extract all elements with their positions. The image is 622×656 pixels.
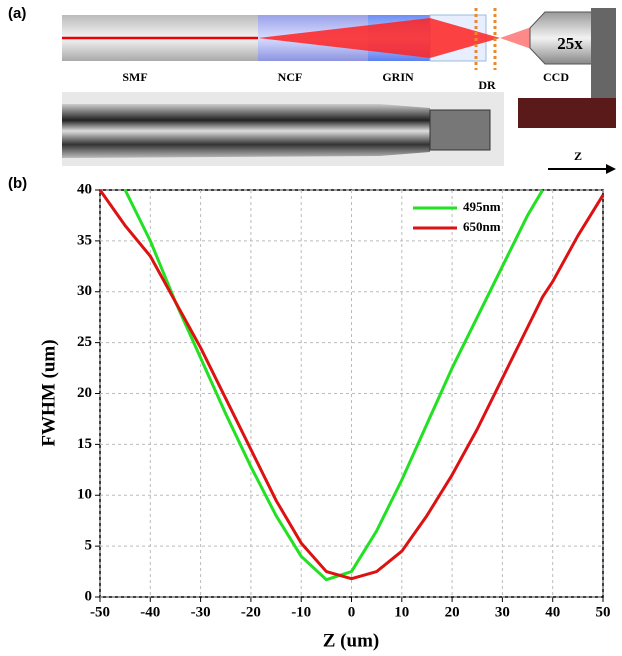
x-tick-label: -30 (191, 604, 211, 620)
x-tick-label: 50 (596, 604, 611, 620)
x-tick-label: 0 (348, 604, 356, 620)
label: DR (478, 78, 496, 92)
schematic: (a) SMF NCF GRIN DR CCD 25x Z (b) (8, 5, 616, 192)
label: 25x (557, 34, 583, 53)
ccd-body (591, 8, 616, 100)
y-tick-label: 35 (77, 232, 92, 248)
panel-label: (a) (8, 5, 26, 22)
x-axis-label: Z (um) (323, 630, 379, 651)
x-tick-label: -50 (90, 604, 110, 620)
y-tick-label: 10 (77, 487, 92, 503)
label: SMF (122, 70, 147, 84)
series-line (123, 189, 544, 582)
y-tick-label: 0 (85, 588, 93, 604)
legend-label: 650nm (463, 219, 501, 234)
y-tick-label: 40 (77, 181, 92, 197)
beam-cone (258, 18, 500, 58)
x-tick-label: 10 (394, 604, 409, 620)
y-tick-label: 30 (77, 283, 92, 299)
x-tick-label: 40 (545, 604, 560, 620)
label: NCF (278, 70, 303, 84)
y-tick-label: 5 (85, 538, 93, 554)
y-tick-label: 20 (77, 385, 92, 401)
y-tick-label: 25 (77, 334, 92, 350)
y-tick-label: 15 (77, 436, 92, 452)
x-tick-label: 30 (495, 604, 510, 620)
micrograph-fiber (62, 104, 430, 158)
z-arrow-head (606, 164, 616, 174)
label: Z (574, 149, 582, 163)
x-tick-label: 20 (445, 604, 460, 620)
y-axis-label: FWHM (um) (38, 339, 59, 446)
x-tick-label: -20 (241, 604, 261, 620)
panel-label: (b) (8, 175, 27, 192)
legend-label: 495nm (463, 199, 501, 214)
stage (518, 98, 616, 128)
label: GRIN (382, 70, 414, 84)
label: CCD (543, 70, 569, 84)
series-line (98, 189, 605, 581)
x-tick-label: -10 (291, 604, 311, 620)
x-tick-label: -40 (140, 604, 160, 620)
micrograph-tip (429, 109, 491, 151)
